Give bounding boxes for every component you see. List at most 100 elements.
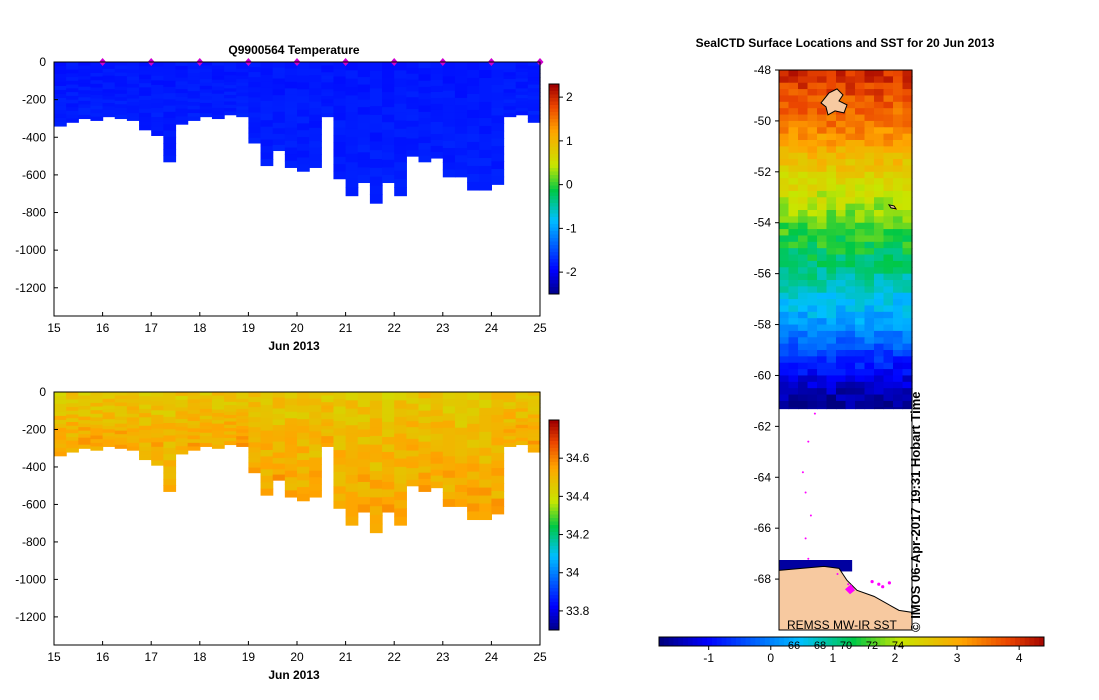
sst-cell [779,152,790,160]
profile-cell [126,399,140,404]
sst-cell [788,101,799,109]
colorbar-step [549,605,559,610]
sst-cell [874,210,885,217]
sst-cell [902,400,913,408]
sst-cell [779,273,790,281]
y-tick-label: -200 [22,422,46,436]
colorbar-step [549,462,559,466]
profile-cell [139,396,152,402]
sst-cell [836,407,847,410]
colorbar-step [981,637,987,646]
sst-cell [845,369,856,377]
sst-cell [874,343,885,351]
sst-cell [826,356,837,364]
profile-cell [66,395,79,401]
sst-cell [836,280,847,287]
sst-cell [845,400,856,408]
sst-cell [779,400,790,408]
profile-cell [126,98,140,103]
sst-cell [779,178,790,186]
profile-cell [272,403,286,410]
profile-cell [175,65,189,71]
sst-cell [902,120,913,128]
sst-cell [864,241,875,249]
profile-cell [430,481,444,489]
sst-cell [864,260,875,268]
profile-cell [394,170,407,180]
profile-cell [260,87,274,95]
profile-cell [406,438,420,446]
profile-cell [187,102,201,107]
profile-cell [394,475,407,485]
profile-cell [224,428,237,432]
profile-cell [418,149,432,157]
sst-cell [874,95,885,103]
sst-cell [902,356,913,364]
sst-cell [874,101,885,109]
profile-cell [126,102,140,107]
sst-cell [836,286,847,294]
profile-cell [357,504,371,513]
profile-cell [78,399,92,404]
sst-cell [883,152,894,160]
sst-cell [902,388,913,396]
profile-cell [479,109,492,119]
sst-cell [836,133,847,141]
profile-cell [333,464,347,473]
sst-cell [817,241,828,249]
colorbar-step [1034,637,1040,646]
profile-cell [418,99,432,107]
profile-cell [163,429,177,437]
profile-cell [345,425,359,435]
colorbar-step [808,637,814,646]
profile-cell [467,431,480,441]
sst-cell [874,388,885,396]
sst-cell [845,197,856,205]
profile-cell [163,124,177,132]
x-tick-label: 21 [339,321,353,335]
profile-cell [126,62,140,67]
profile-cell [527,425,541,431]
sst-cell [817,82,828,90]
profile-cell [78,90,92,95]
profile-cell [284,457,298,465]
profile-cell [66,425,79,431]
colorbar-step [774,637,780,646]
colorbar-step [668,637,674,646]
sst-cell [893,120,904,128]
profile-cell [479,415,492,425]
profile-cell [224,62,237,66]
profile-cell [442,126,456,135]
profile-cell [309,88,322,96]
profile-cell [503,425,517,430]
profile-cell [175,120,189,125]
profile-cell [454,442,468,450]
sst-cell [902,318,913,326]
sst-cell [817,375,828,383]
sst-cell [807,222,818,230]
sst-cell [826,350,837,357]
profile-cell [236,432,249,437]
sst-cell [788,235,799,243]
profile-cell [345,508,359,518]
colorbar-step [549,185,559,190]
sst-cell [864,369,875,377]
lat-tick-label: -60 [754,368,772,382]
sst-cell [779,171,790,179]
sst-cell [836,171,847,179]
profile-cell [211,427,225,432]
profile-cell [515,401,529,406]
profile-cell [151,71,164,77]
profile-cell [199,102,213,107]
sst-cell [883,197,894,205]
sst-cell [864,70,875,77]
profile-cell [187,395,201,400]
profile-cell [151,94,164,100]
sst-cell [836,299,847,307]
profile-cell [211,93,225,98]
profile-cell [382,107,395,116]
sst-cell [845,210,856,217]
profile-cell [284,94,298,103]
profile-cell [139,442,152,448]
colorbar-step [549,619,559,624]
